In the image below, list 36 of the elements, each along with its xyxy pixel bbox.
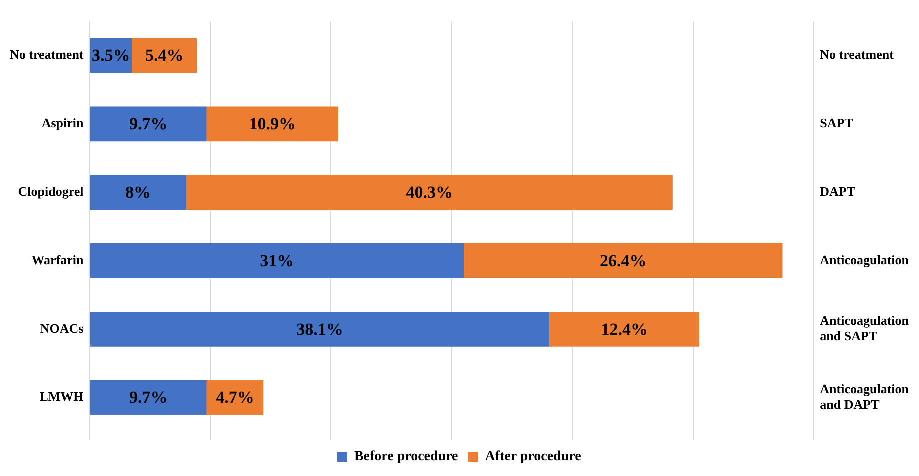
y2-tick-label: SAPT [820, 116, 854, 131]
bar [550, 312, 700, 347]
data-label: 5.4% [145, 46, 184, 66]
bar [90, 106, 207, 142]
y-tick-label: Clopidogrel [18, 184, 84, 199]
y-tick-label: Warfarin [32, 252, 85, 268]
bar [186, 175, 673, 210]
y2-tick-label: Anticoagulation and DAPT [820, 381, 910, 412]
y2-tick-label: Anticoagulation and SAPT [820, 312, 910, 344]
bar [90, 312, 550, 347]
data-label: 31% [260, 251, 294, 270]
y-tick-label: Aspirin [42, 116, 85, 131]
data-label: 38.1% [296, 320, 344, 339]
legend-label: After procedure [485, 450, 582, 465]
bar [132, 38, 198, 74]
data-label: 12.4% [601, 320, 648, 339]
bar [90, 380, 207, 416]
y-tick-label: No treatment [10, 47, 84, 62]
y-tick-label: NOACs [40, 320, 84, 336]
data-label: 4.7% [216, 388, 254, 408]
data-label: 8% [126, 182, 152, 202]
bar [90, 175, 186, 210]
data-label: 9.7% [129, 388, 168, 408]
data-label: 10.9% [249, 114, 296, 134]
y-tick-label: LMWH [40, 389, 84, 404]
bar [464, 244, 783, 278]
bar [206, 106, 338, 142]
data-label: 9.7% [129, 114, 168, 134]
y2-tick-label: DAPT [820, 184, 856, 199]
legend-label: Before procedure [354, 450, 458, 465]
bar [90, 244, 464, 278]
y2-tick-label: No treatment [820, 47, 895, 62]
data-label: 26.4% [600, 251, 647, 270]
data-label: 3.5% [92, 46, 130, 66]
data-label: 40.3% [406, 182, 453, 202]
y2-tick-label: Anticoagulation [820, 252, 910, 268]
